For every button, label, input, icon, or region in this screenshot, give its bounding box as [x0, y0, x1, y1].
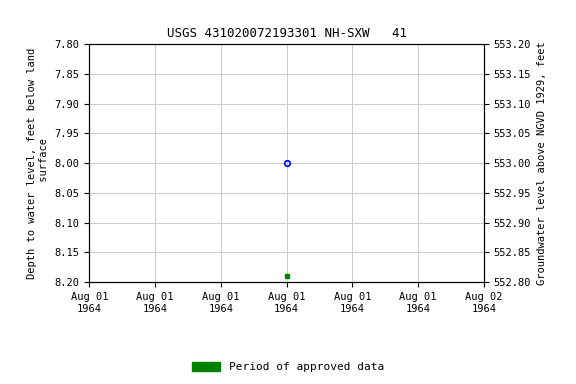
Legend: Period of approved data: Period of approved data: [188, 357, 388, 377]
Y-axis label: Depth to water level, feet below land
 surface: Depth to water level, feet below land su…: [28, 48, 49, 279]
Title: USGS 431020072193301 NH-SXW   41: USGS 431020072193301 NH-SXW 41: [166, 27, 407, 40]
Y-axis label: Groundwater level above NGVD 1929, feet: Groundwater level above NGVD 1929, feet: [537, 41, 547, 285]
